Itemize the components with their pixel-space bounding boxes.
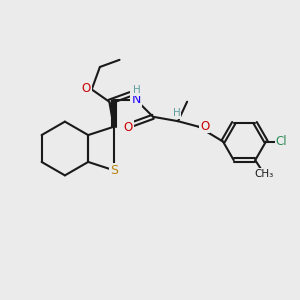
Text: CH₃: CH₃ (254, 169, 273, 178)
Text: O: O (124, 121, 133, 134)
Text: O: O (82, 82, 91, 95)
Text: H: H (172, 108, 180, 118)
Text: S: S (110, 164, 118, 177)
Text: H: H (133, 85, 141, 95)
Text: O: O (131, 88, 140, 100)
Text: O: O (200, 119, 209, 133)
Text: N: N (131, 93, 141, 106)
Text: Cl: Cl (276, 135, 287, 148)
